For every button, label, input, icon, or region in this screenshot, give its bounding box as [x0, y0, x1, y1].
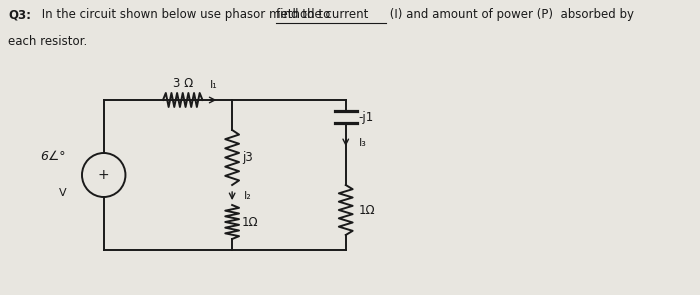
Text: I₂: I₂: [244, 191, 252, 201]
Text: 3 Ω: 3 Ω: [173, 77, 193, 90]
Text: I₃: I₃: [358, 138, 367, 148]
Text: 1Ω: 1Ω: [242, 217, 258, 230]
Text: find the current: find the current: [276, 8, 368, 21]
Text: j3: j3: [242, 150, 253, 163]
Text: (I) and amount of power (P)  absorbed by: (I) and amount of power (P) absorbed by: [386, 8, 634, 21]
Text: +: +: [98, 168, 109, 182]
Text: Q3:: Q3:: [8, 8, 31, 21]
Text: each resistor.: each resistor.: [8, 35, 88, 48]
Text: 6∠°: 6∠°: [41, 150, 66, 163]
Text: I₁: I₁: [209, 80, 217, 90]
Text: -j1: -j1: [358, 111, 374, 124]
Text: In the circuit shown below use phasor method to: In the circuit shown below use phasor me…: [38, 8, 333, 21]
Text: 1Ω: 1Ω: [358, 204, 375, 217]
Text: V: V: [59, 188, 66, 198]
